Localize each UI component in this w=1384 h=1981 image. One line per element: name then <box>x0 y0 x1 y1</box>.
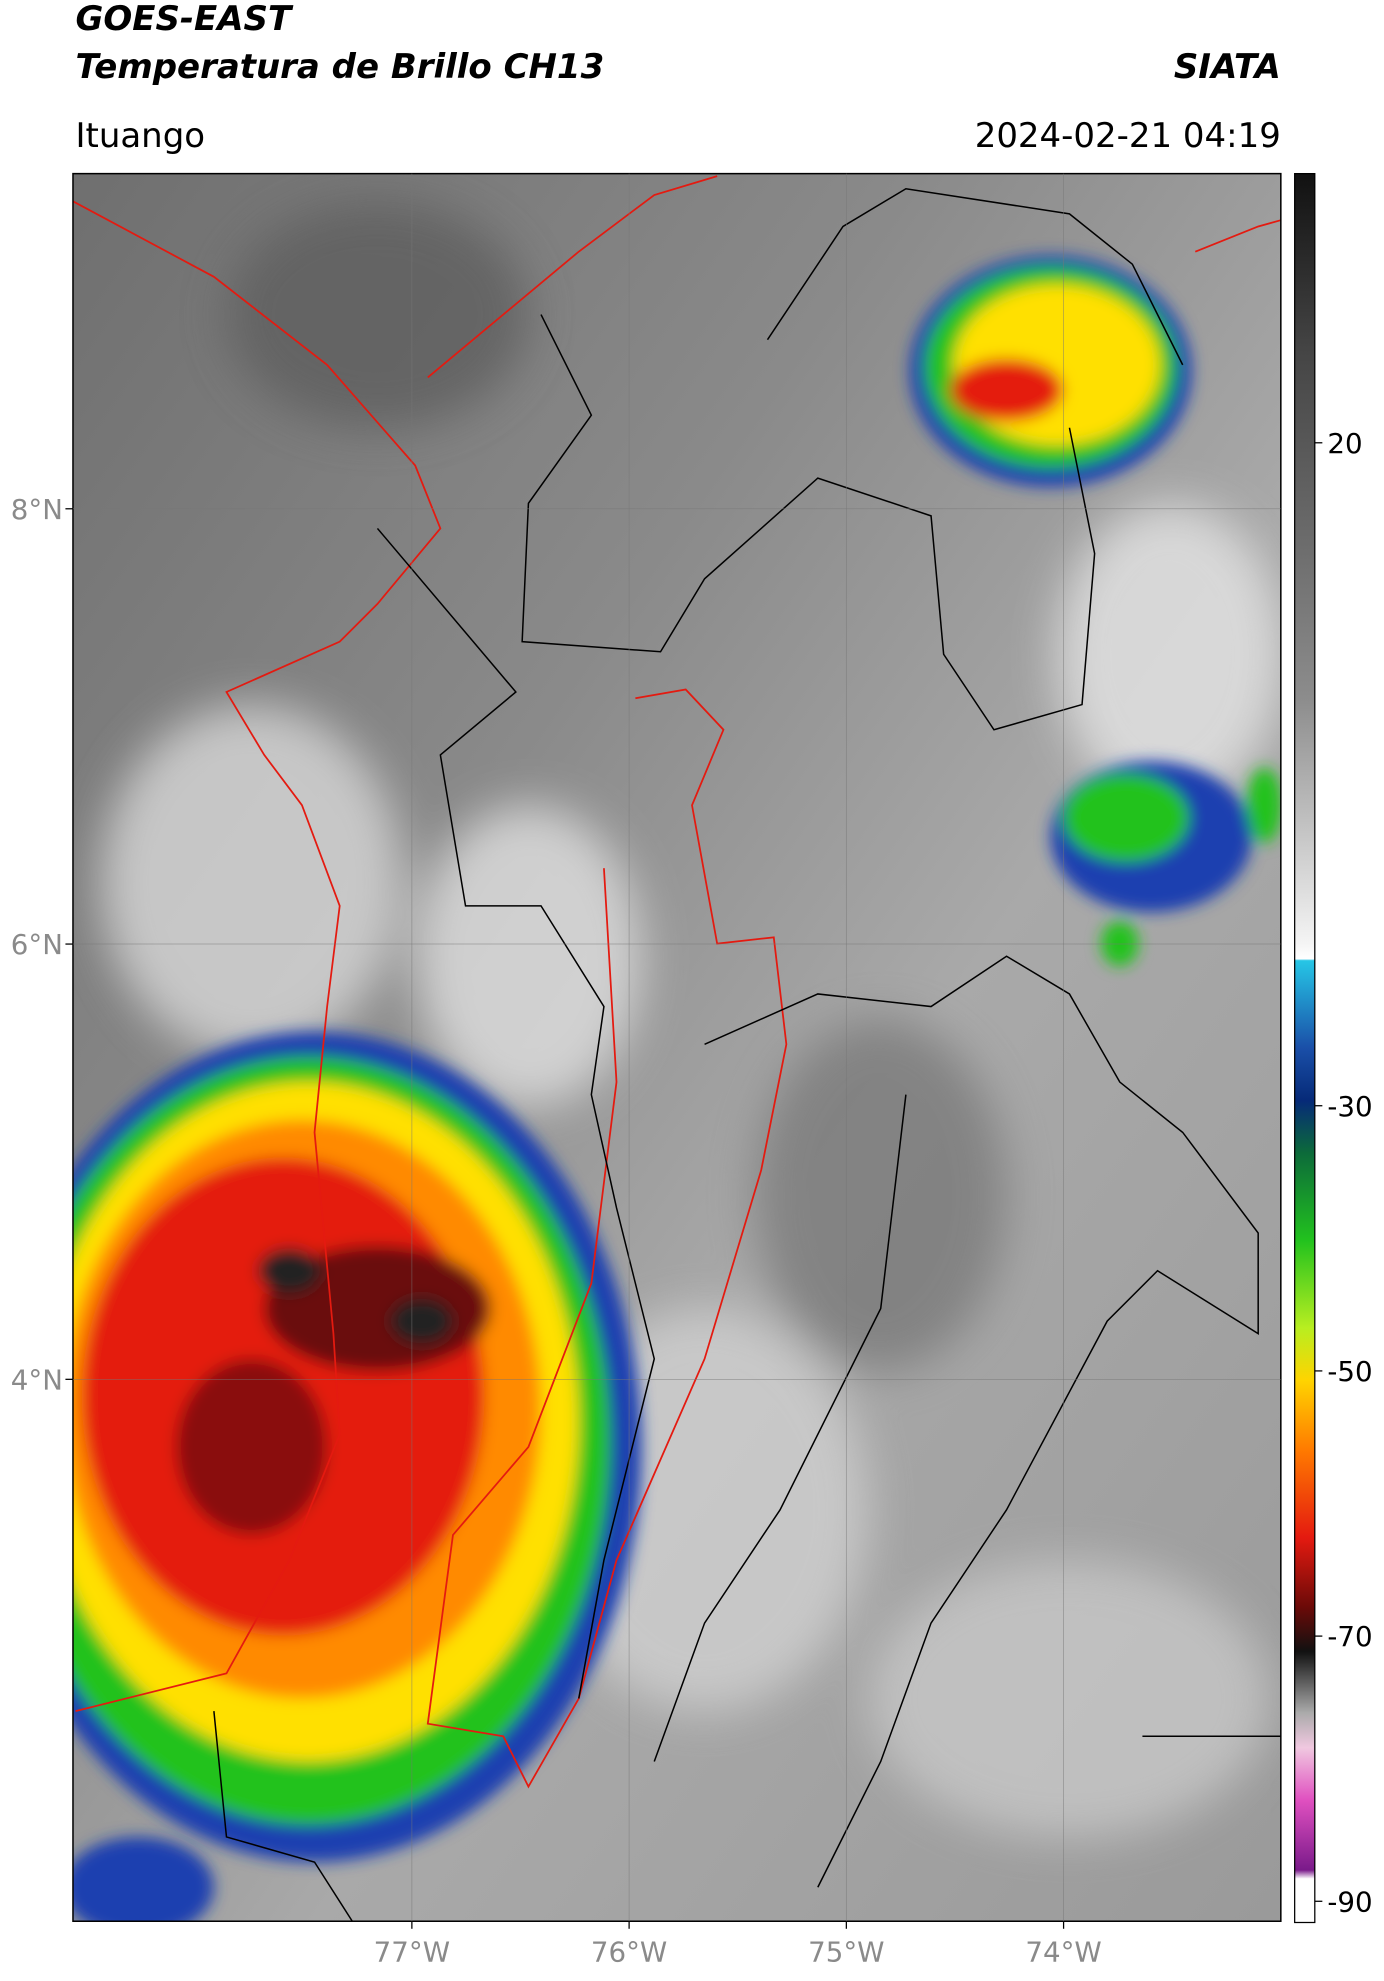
title-line-2: Temperatura de Brillo CH13 <box>75 47 604 87</box>
lon-tick-label: 77°W <box>374 1935 450 1968</box>
map-frame <box>72 172 1282 1922</box>
colorbar-tick-label: 20 <box>1327 427 1362 460</box>
colorbar <box>1294 172 1316 1924</box>
colorbar-tick-label: -70 <box>1327 1620 1372 1653</box>
source: SIATA <box>1174 47 1281 87</box>
lon-tick-label: 76°W <box>591 1935 667 1968</box>
colorbar-tick-label: -30 <box>1327 1090 1372 1123</box>
colorbar-tick-label: -50 <box>1327 1355 1372 1388</box>
lat-tick-label: 4°N <box>11 1363 63 1396</box>
axes: 77°W 76°W 75°W 74°W 8°N 6°N 4°N 20 -30 -50 -70 -90 <box>11 173 1373 1968</box>
title-line-1: GOES-EAST <box>75 0 293 39</box>
lat-tick-label: 6°N <box>11 928 63 961</box>
colorbar-tick-label: -90 <box>1327 1885 1372 1918</box>
lon-tick-label: 74°W <box>1025 1935 1101 1968</box>
datetime: 2024-02-21 04:19 <box>975 116 1281 156</box>
lon-tick-label: 75°W <box>808 1935 884 1968</box>
satellite-image <box>72 173 1281 1922</box>
location: Ituango <box>75 116 205 156</box>
lat-tick-label: 8°N <box>11 493 63 526</box>
